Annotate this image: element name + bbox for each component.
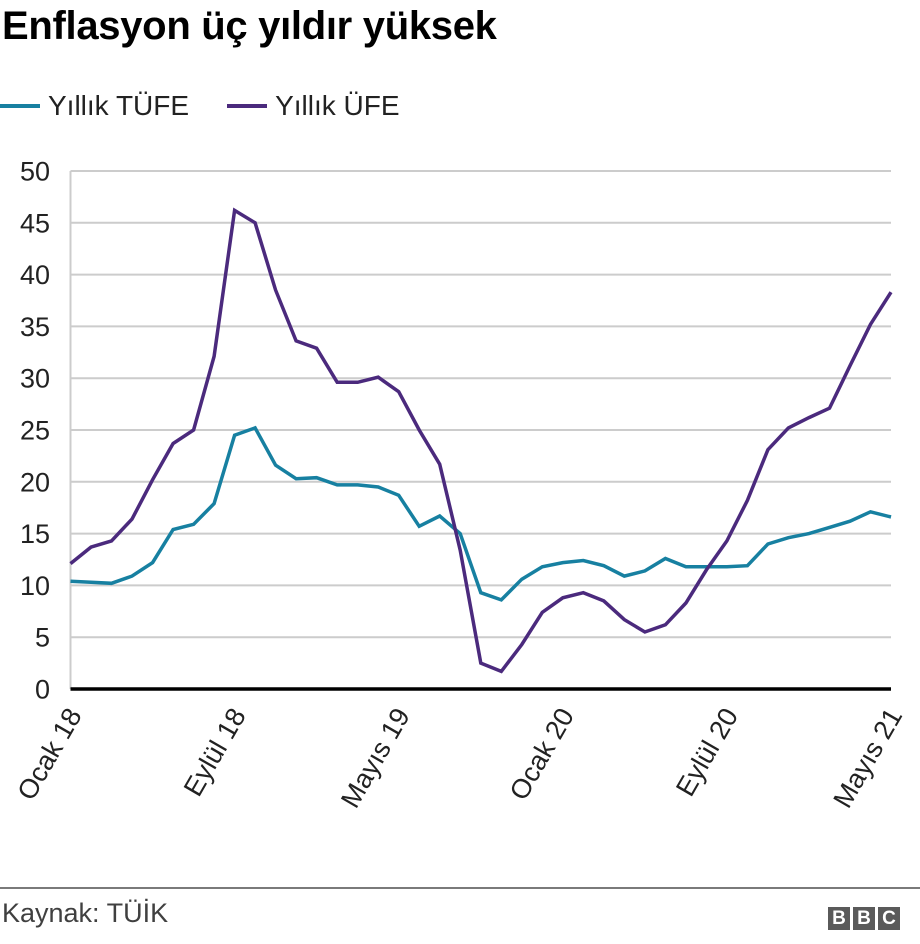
x-tick-label: Eylül 20 xyxy=(670,703,744,801)
footer-divider xyxy=(0,887,920,889)
y-tick-label: 5 xyxy=(35,623,50,653)
legend-item-tufe: Yıllık TÜFE xyxy=(0,90,189,122)
chart-title: Enflasyon üç yıldır yüksek xyxy=(2,4,497,48)
x-tick-label: Ocak 18 xyxy=(11,703,87,805)
y-tick-label: 40 xyxy=(20,260,50,290)
bbc-logo-block: C xyxy=(878,907,900,930)
bbc-logo: B B C xyxy=(828,907,903,930)
series-lines xyxy=(69,207,893,674)
legend-label-tufe: Yıllık TÜFE xyxy=(48,90,190,121)
y-tick-label: 35 xyxy=(20,312,50,342)
y-tick-label: 0 xyxy=(35,675,50,705)
y-tick-label: 15 xyxy=(20,519,50,549)
y-tick-label: 50 xyxy=(20,157,50,187)
y-tick-label: 10 xyxy=(20,571,50,601)
bbc-logo-block: B xyxy=(853,907,875,930)
x-tick-label: Eylül 18 xyxy=(178,703,252,801)
y-tick-label: 30 xyxy=(20,364,50,394)
y-tick-label: 45 xyxy=(20,208,50,238)
bbc-logo-block: B xyxy=(828,907,850,930)
source-note: Kaynak: TÜİK xyxy=(2,898,169,928)
y-axis-ticks: 0 5 10 15 20 25 30 35 40 45 50 xyxy=(20,157,50,705)
line-chart: 0 5 10 15 20 25 30 35 40 45 50 Ocak 18 Eylül 18 Mayı… xyxy=(11,157,908,813)
legend-label-ufe: Yıllık ÜFE xyxy=(275,90,400,121)
x-tick-label: Mayıs 19 xyxy=(335,703,416,813)
legend-swatch-ufe xyxy=(227,104,268,108)
x-axis-ticks: Ocak 18 Eylül 18 Mayıs 19 Ocak 20 Eylül 20 Ma… xyxy=(11,703,908,813)
x-tick-label: Ocak 20 xyxy=(504,703,580,805)
legend-item-ufe: Yıllık ÜFE xyxy=(227,90,400,122)
gridlines xyxy=(69,170,891,689)
series-line xyxy=(70,425,892,602)
y-tick-label: 25 xyxy=(20,416,50,446)
legend-swatch-tufe xyxy=(0,104,40,108)
y-tick-label: 20 xyxy=(20,467,50,497)
legend: Yıllık TÜFE Yıllık ÜFE xyxy=(0,86,438,126)
x-tick-label: Mayıs 21 xyxy=(827,703,908,813)
series-line xyxy=(69,207,893,674)
